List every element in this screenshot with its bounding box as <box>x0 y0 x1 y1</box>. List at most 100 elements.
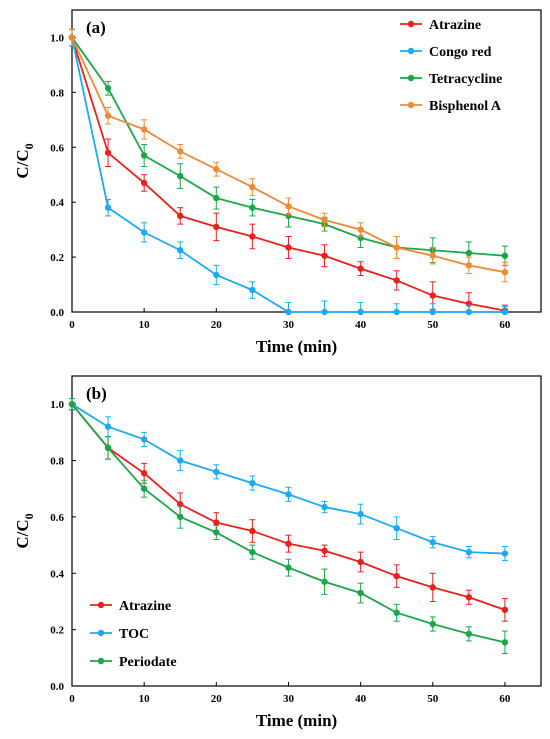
series-atrazine <box>68 398 509 622</box>
legend-label: Bisphenol A <box>429 99 502 114</box>
legend-label: Atrazine <box>429 18 481 33</box>
x-tick-label: 60 <box>499 693 511 705</box>
plot-frame <box>71 375 542 687</box>
y-tick-label: 0.8 <box>50 87 64 99</box>
series-bisphenol-a <box>68 28 509 283</box>
legend-marker <box>97 601 105 609</box>
data-point <box>140 229 148 236</box>
chart-panel-b: 0 10 20 30 40 50 60 0.0 0.2 0.4 0.6 0.8 1.0 Time (min… <box>13 375 542 730</box>
data-point <box>393 277 400 284</box>
data-point <box>140 470 148 477</box>
data-point <box>465 308 473 316</box>
legend-entry: Periodate <box>90 655 177 670</box>
legend-marker <box>97 629 105 637</box>
y-axis-title-subscript: 0 <box>22 513 36 519</box>
data-point <box>249 286 256 294</box>
x-tick-label: 10 <box>139 319 151 331</box>
data-point <box>177 172 184 180</box>
data-point <box>501 550 509 557</box>
y-tick-label: 0.2 <box>50 252 64 264</box>
y-tick-label: 0.6 <box>50 142 64 154</box>
data-point <box>140 179 148 187</box>
legend-marker <box>407 74 415 82</box>
data-point <box>465 548 473 556</box>
data-point <box>501 606 509 614</box>
data-point <box>104 444 112 452</box>
data-point <box>213 223 220 231</box>
data-point <box>393 524 400 532</box>
x-tick-label: 0 <box>69 319 75 331</box>
data-point <box>357 308 364 316</box>
data-point <box>140 485 148 492</box>
data-point <box>249 479 256 487</box>
legend-label: Congo red <box>429 45 492 60</box>
data-point <box>249 233 256 240</box>
data-point <box>140 152 148 159</box>
data-point <box>285 203 292 210</box>
data-point <box>285 540 292 547</box>
data-point <box>249 204 256 211</box>
data-point <box>393 609 400 616</box>
x-tick-label: 10 <box>139 693 151 705</box>
data-point <box>249 527 256 535</box>
data-point <box>177 513 184 521</box>
legend-label: Periodate <box>119 655 177 670</box>
y-axis-title: C/C0 <box>13 513 36 548</box>
x-tick-label: 20 <box>211 693 223 705</box>
data-point <box>104 204 112 211</box>
y-tick-label: 0.4 <box>50 568 64 580</box>
data-point <box>501 639 509 646</box>
data-point <box>501 268 509 276</box>
y-tick-label: 0.0 <box>50 307 64 319</box>
chart-panel-a: 0 10 20 30 40 50 60 0.0 0.2 0.4 0.6 0.8 1.0 Time (min… <box>13 9 542 356</box>
data-point <box>465 594 473 601</box>
x-axis-title: Time (min) <box>256 337 337 356</box>
legend-label: Tetracycline <box>429 72 502 87</box>
series-line <box>71 403 506 611</box>
data-point <box>177 247 184 254</box>
legend-marker <box>407 47 415 55</box>
x-tick-label: 20 <box>211 319 223 331</box>
series-periodate <box>68 398 509 655</box>
y-tick-label: 0.8 <box>50 456 64 468</box>
x-tick-label: 50 <box>427 319 439 331</box>
data-point <box>285 491 292 498</box>
data-point <box>213 519 220 526</box>
data-point <box>357 265 364 272</box>
y-tick-label: 0.2 <box>50 625 64 637</box>
data-point <box>357 558 364 566</box>
data-point <box>213 194 220 202</box>
x-tick-label: 0 <box>69 693 75 705</box>
data-point <box>249 548 256 556</box>
data-point <box>177 457 184 464</box>
data-point <box>465 249 473 257</box>
x-tick-label: 50 <box>427 693 439 705</box>
legend-marker <box>97 657 105 665</box>
data-point <box>321 547 328 554</box>
legend-entry: Atrazine <box>90 599 171 614</box>
data-point <box>465 262 473 269</box>
y-tick-label: 1.0 <box>50 32 64 44</box>
data-point <box>104 85 112 92</box>
data-point <box>177 148 184 155</box>
panel-label: (b) <box>86 384 107 403</box>
y-axis-title-main: C/C <box>13 149 32 178</box>
data-point <box>140 126 148 133</box>
legend-marker <box>407 20 415 28</box>
data-point <box>357 589 364 597</box>
data-point <box>501 308 509 316</box>
y-axis-title: C/C0 <box>13 143 36 178</box>
legend-entry: Tetracycline <box>400 72 502 87</box>
data-point <box>104 112 112 119</box>
data-point <box>104 149 112 156</box>
data-point <box>213 468 220 476</box>
data-point <box>68 34 76 41</box>
data-point <box>285 564 292 571</box>
y-axis-title-main: C/C <box>13 519 32 548</box>
data-point <box>429 539 436 546</box>
data-point <box>393 244 400 251</box>
data-point <box>321 503 328 511</box>
data-point <box>429 292 436 299</box>
y-tick-label: 0.0 <box>50 681 64 693</box>
